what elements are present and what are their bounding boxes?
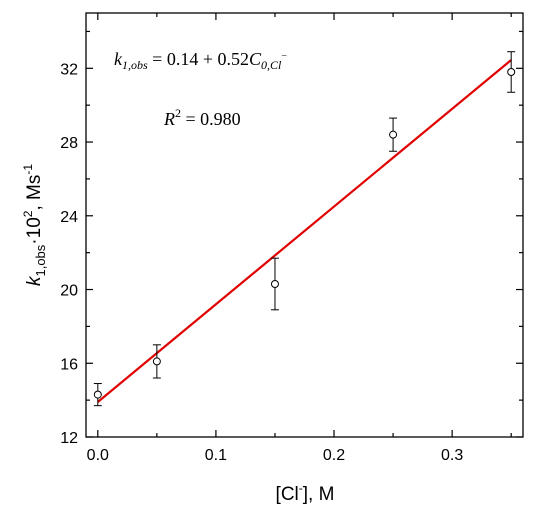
- x-tick-label: 0.0: [87, 447, 109, 464]
- x-axis-label: [Cl-], M: [276, 481, 335, 505]
- y-tick-label: 12: [60, 430, 78, 447]
- fit-line-group: [97, 59, 512, 403]
- plot-frame: [85, 12, 524, 438]
- y-tick-label: 32: [60, 61, 78, 78]
- y-tick-label: 20: [60, 283, 78, 300]
- data-points-group: [93, 51, 516, 407]
- data-point: [152, 357, 161, 366]
- r-squared: R2 = 0.980: [163, 106, 241, 129]
- data-point: [270, 279, 279, 288]
- data-point: [507, 67, 516, 76]
- y-tick-label: 16: [60, 356, 78, 373]
- y-tick-label: 28: [60, 135, 78, 152]
- x-tick-label: 0.1: [205, 447, 227, 464]
- x-tick-label: 0.2: [323, 447, 345, 464]
- data-point: [93, 390, 102, 399]
- y-tick-label: 24: [60, 209, 78, 226]
- x-axis-ticks: 0.0 0.1 0.2 0.3: [87, 13, 512, 464]
- y-axis-ticks: 12 16 20 24 28 32: [60, 30, 523, 447]
- data-point: [389, 130, 398, 139]
- fit-equation: k1,obs = 0.14 + 0.52C0,Cl−: [114, 49, 287, 72]
- x-tick-label: 0.3: [441, 447, 463, 464]
- y-axis-label: k1,obs·102, Ms-1: [21, 164, 48, 286]
- fit-line: [97, 59, 512, 403]
